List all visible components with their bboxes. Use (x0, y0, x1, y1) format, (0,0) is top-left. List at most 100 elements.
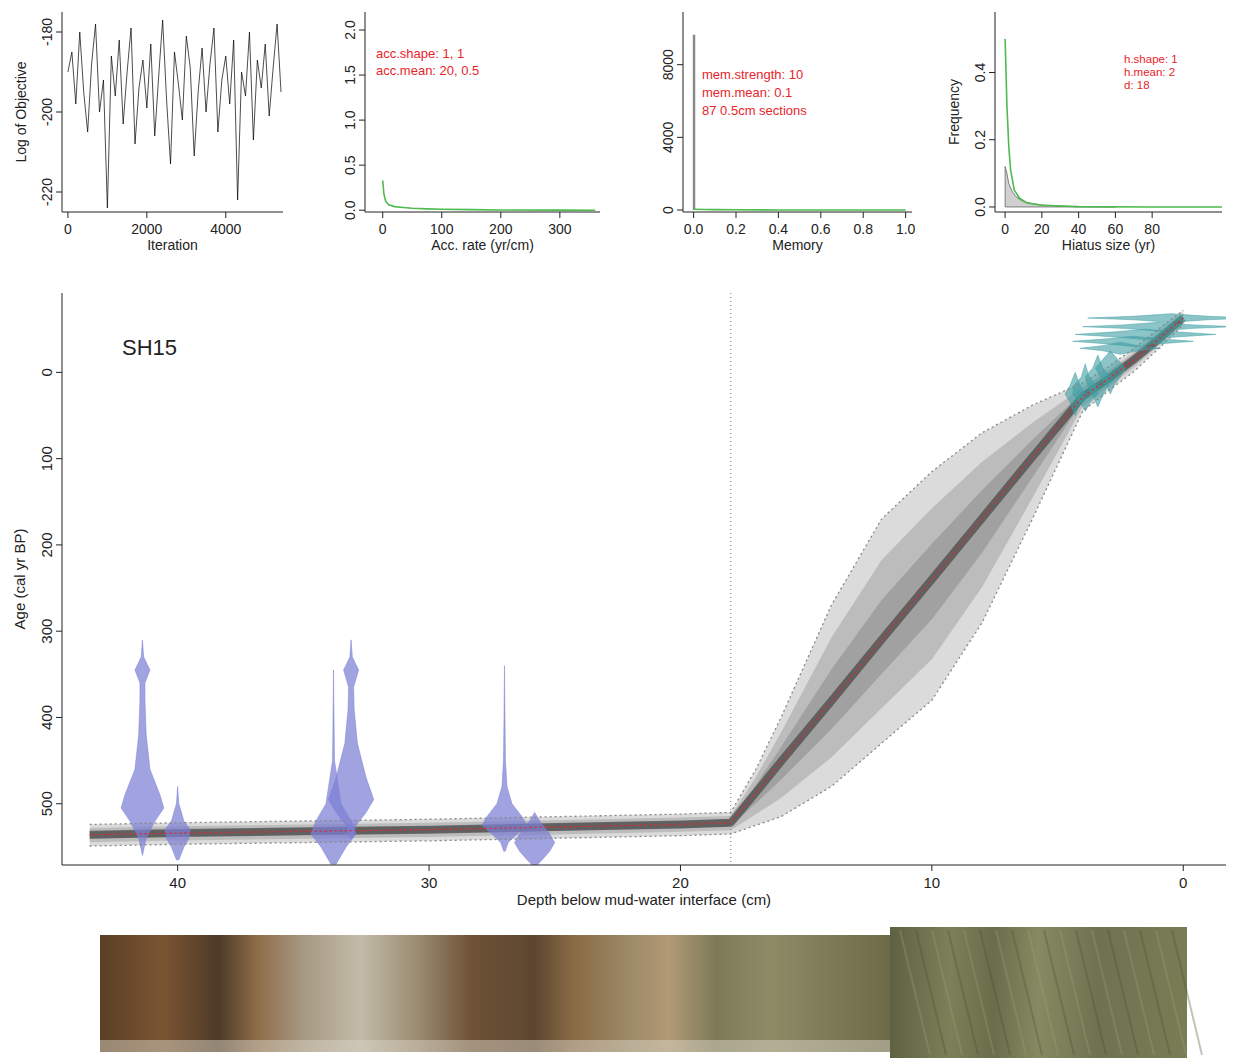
x-tick (382, 212, 383, 218)
annotation: acc.mean: 20, 0.5 (376, 63, 479, 78)
y-axis-title: Frequency (946, 79, 962, 145)
y-tick-label: 200 (38, 532, 55, 557)
core-lamina (932, 930, 962, 1055)
y-tick (677, 137, 683, 138)
y-tick (989, 139, 995, 140)
core-lamina (1108, 930, 1138, 1055)
x-tick (1078, 212, 1079, 218)
line (1005, 39, 1222, 207)
x-axis-title: Depth below mud-water interface (cm) (517, 891, 771, 908)
annotation: mem.strength: 10 (702, 67, 803, 82)
x-tick (820, 212, 821, 218)
y-tick-label: 100 (38, 446, 55, 471)
y-tick-label: 300 (38, 619, 55, 644)
core-edge (100, 1040, 890, 1052)
age-model-band (90, 315, 1184, 838)
x-tick (67, 212, 68, 218)
age-model-band (90, 310, 1184, 846)
y-tick-label: 0 (38, 368, 55, 376)
core-lamina (1012, 930, 1042, 1055)
y-tick-label: 0.0 (972, 197, 988, 217)
core-lamina (916, 930, 946, 1055)
annotation: h.shape: 1 (1124, 53, 1178, 65)
plot-area (68, 20, 281, 208)
core-lamina (980, 930, 1010, 1055)
line (693, 36, 695, 210)
y-tick-label: 1.0 (342, 110, 358, 130)
x-tick-label: 10 (924, 874, 941, 891)
y-tick (359, 75, 365, 76)
line (90, 325, 1184, 846)
x-axis-title: Memory (772, 237, 823, 253)
y-tick (56, 717, 62, 718)
core-lamina (1140, 930, 1170, 1055)
core-lamina (964, 930, 994, 1055)
x-tick (778, 212, 779, 218)
y-tick (56, 372, 62, 373)
axes: 0.00.20.40.60.81.0040008000Memory (660, 12, 916, 253)
y-axis-title: Age (cal yr BP) (11, 529, 28, 630)
x-tick-label: 20 (1034, 221, 1050, 237)
age-model-core (90, 318, 1184, 835)
y-tick-label: 0 (660, 206, 676, 214)
x-tick-label: 30 (421, 874, 438, 891)
y-tick-label: 0.5 (342, 155, 358, 175)
x-axis-line (365, 212, 600, 213)
y-tick (359, 30, 365, 31)
x-tick (441, 212, 442, 218)
x-axis-title: Iteration (147, 237, 198, 253)
y-tick-label: 0.0 (342, 200, 358, 220)
area (1005, 167, 1115, 207)
date-distribution (121, 640, 164, 856)
axes: 020004000-220-200-180IterationLog of Obj… (13, 12, 283, 253)
annotation: h.mean: 2 (1124, 66, 1175, 78)
x-axis-line (995, 212, 1222, 213)
annotation: 87 0.5cm sections (702, 103, 807, 118)
y-tick (56, 192, 62, 193)
x-tick (931, 865, 932, 871)
x-tick-label: 2000 (131, 221, 162, 237)
annotation: mem.mean: 0.1 (702, 85, 792, 100)
x-tick (500, 212, 501, 218)
core-lamina (996, 930, 1026, 1055)
x-tick (680, 865, 681, 871)
line (383, 180, 596, 210)
core-lamina (1060, 930, 1090, 1055)
y-tick (56, 544, 62, 545)
x-tick-label: 1.0 (896, 221, 916, 237)
y-axis-line (683, 12, 684, 212)
x-axis-title: Hiatus size (yr) (1062, 237, 1155, 253)
x-tick-label: 40 (1071, 221, 1087, 237)
x-tick (177, 865, 178, 871)
x-tick-label: 60 (1108, 221, 1124, 237)
y-axis-title: Log of Objective (13, 61, 29, 162)
y-tick (989, 206, 995, 207)
x-tick-label: 300 (548, 221, 572, 237)
date-distribution (1088, 314, 1226, 323)
x-tick-label: 0.4 (769, 221, 789, 237)
core-photo (100, 935, 890, 1052)
x-tick (429, 865, 430, 871)
line (90, 310, 1184, 824)
date-distribution (482, 666, 527, 851)
x-axis-line (62, 865, 1226, 866)
core-lamina (1092, 930, 1122, 1055)
x-axis-line (683, 212, 912, 213)
core-lamina (1172, 930, 1202, 1055)
plot-area (90, 310, 1226, 865)
age-model-band (90, 313, 1184, 842)
y-tick-label: 0.4 (972, 63, 988, 83)
title: SH15 (122, 335, 177, 360)
x-tick (1183, 865, 1184, 871)
line (90, 318, 1184, 835)
y-tick-label: 1.5 (342, 65, 358, 85)
axes: 4030201000100200300400500Depth below mud… (11, 293, 1226, 908)
x-tick (693, 212, 694, 218)
y-tick (359, 165, 365, 166)
y-tick (56, 112, 62, 113)
x-axis-title: Acc. rate (yr/cm) (431, 237, 534, 253)
y-tick (56, 458, 62, 459)
y-tick (56, 803, 62, 804)
x-tick (863, 212, 864, 218)
x-tick (905, 212, 906, 218)
